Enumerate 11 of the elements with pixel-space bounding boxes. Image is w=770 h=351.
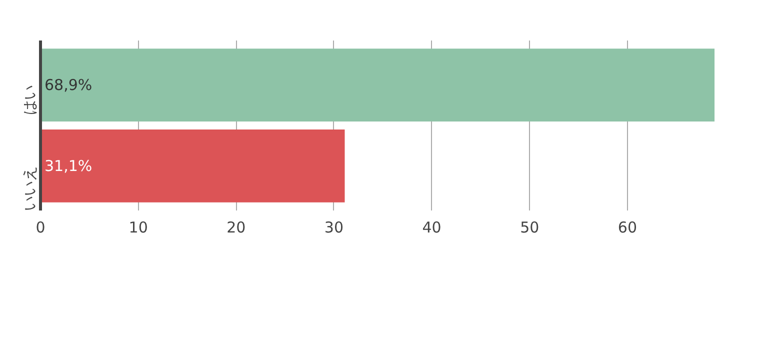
x-tick-label: 30 <box>324 218 344 236</box>
x-tick-label: 0 <box>36 218 46 236</box>
data-label: 68,9% <box>44 76 92 94</box>
x-tick-label: 50 <box>520 218 540 236</box>
x-tick-label: 10 <box>128 218 148 236</box>
y-tick-label: いいえ <box>20 166 38 211</box>
x-tick-label: 40 <box>422 218 442 236</box>
y-tick-label: はい <box>20 85 38 116</box>
data-label: 31,1% <box>44 156 92 175</box>
x-tick-label: 20 <box>226 218 246 236</box>
x-tick-label: 60 <box>618 218 638 236</box>
